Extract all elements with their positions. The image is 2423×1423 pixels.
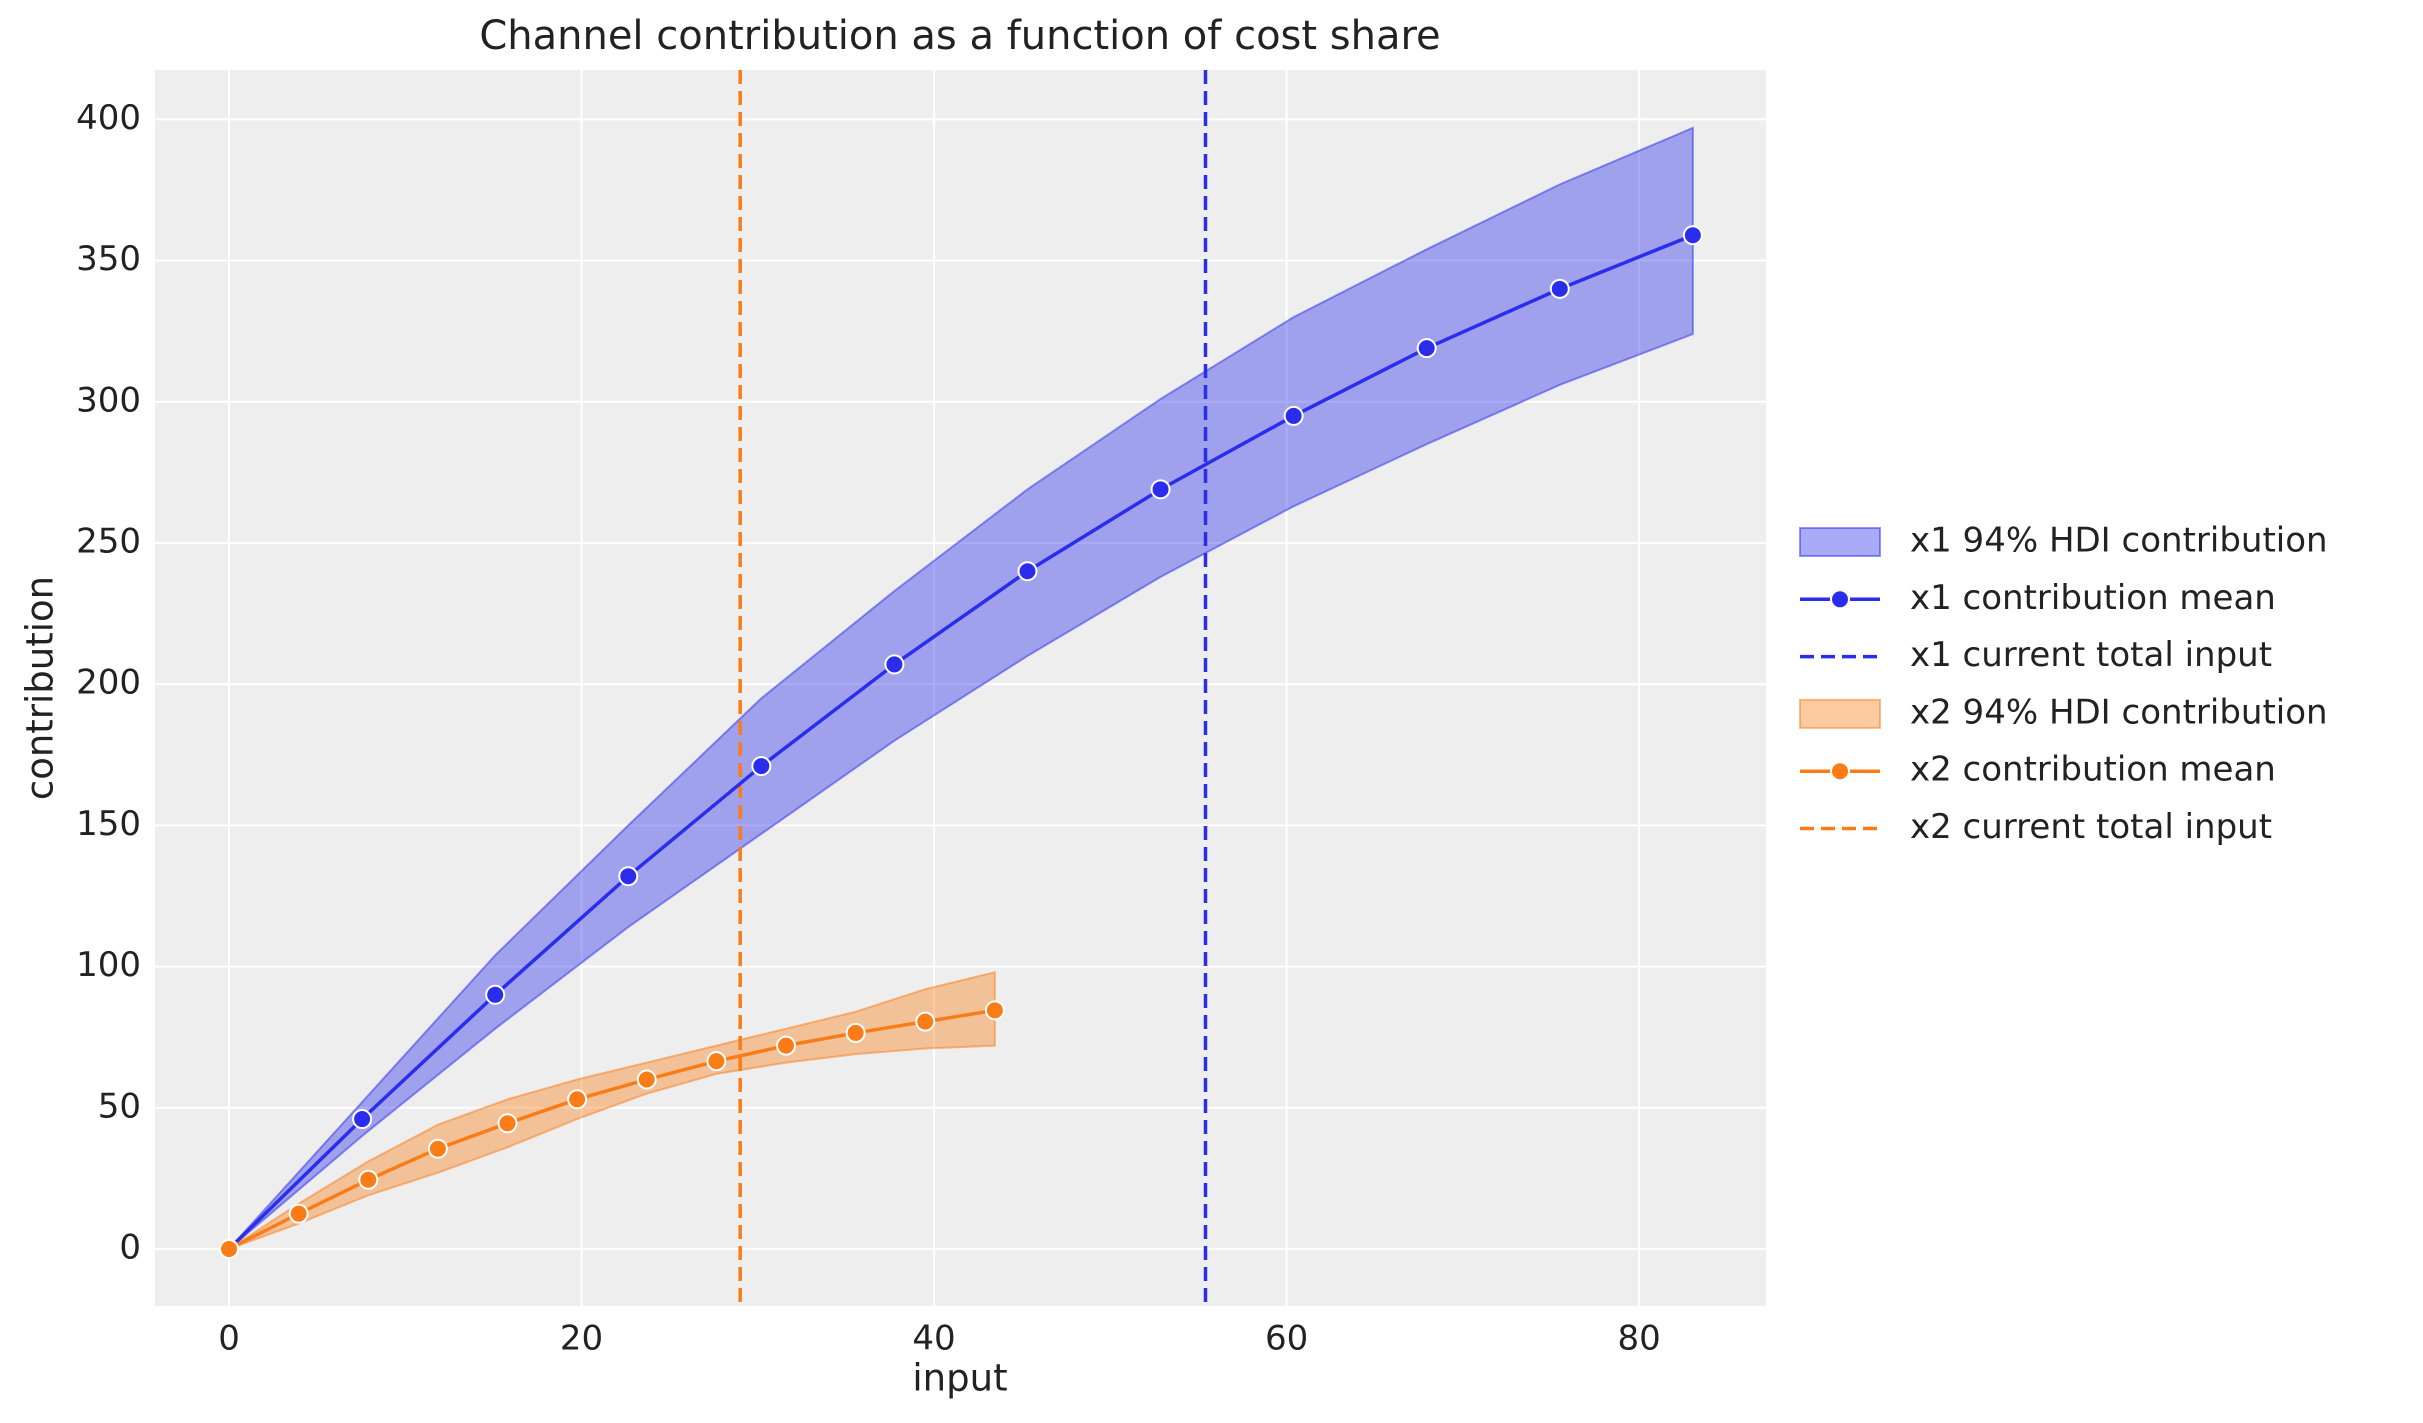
- legend-swatch: [1799, 698, 1881, 729]
- legend-label: x1 current total input: [1910, 635, 2272, 675]
- chart-title: Channel contribution as a function of co…: [479, 13, 1440, 59]
- mean-marker: [1283, 405, 1304, 426]
- x-tick-label: 40: [912, 1319, 955, 1359]
- mean-marker: [1150, 479, 1171, 500]
- mean-marker: [915, 1011, 936, 1032]
- x-tick-label: 20: [560, 1319, 603, 1359]
- y-tick-label: 250: [76, 521, 141, 561]
- mean-marker: [1549, 278, 1570, 299]
- y-tick-label: 100: [76, 945, 141, 985]
- y-tick-label: 350: [76, 239, 141, 279]
- mean-marker: [358, 1169, 379, 1190]
- x-tick-label: 80: [1617, 1319, 1660, 1359]
- x-axis-label: input: [912, 1357, 1007, 1400]
- y-tick-label: 400: [76, 98, 141, 138]
- mean-marker: [1416, 338, 1437, 359]
- legend-label: x2 contribution mean: [1910, 750, 2276, 790]
- mean-marker: [618, 866, 639, 887]
- mean-marker: [219, 1238, 240, 1259]
- y-tick-label: 50: [98, 1086, 141, 1126]
- legend-marker: [1830, 589, 1850, 610]
- mean-marker: [1682, 225, 1703, 246]
- mean-marker: [884, 654, 905, 675]
- mean-marker: [706, 1051, 727, 1072]
- mean-line: [228, 1008, 996, 1251]
- legend-marker: [1830, 761, 1850, 782]
- legend-label: x1 contribution mean: [1910, 578, 2276, 618]
- mean-marker: [288, 1203, 309, 1224]
- legend-label: x2 current total input: [1910, 807, 2272, 847]
- mean-marker: [352, 1109, 373, 1130]
- mean-marker: [485, 984, 506, 1005]
- mean-marker: [1017, 561, 1038, 582]
- y-axis-label: contribution: [19, 576, 62, 800]
- mean-marker: [751, 756, 772, 777]
- mean-marker: [567, 1089, 588, 1110]
- mean-marker: [984, 1000, 1005, 1021]
- plot-background: [155, 70, 1766, 1306]
- x-tick-label: 0: [218, 1319, 240, 1359]
- legend-label: x1 94% HDI contribution: [1910, 521, 2328, 561]
- legend-label: x2 94% HDI contribution: [1910, 692, 2328, 732]
- mean-marker: [636, 1069, 657, 1090]
- mean-marker: [845, 1022, 866, 1043]
- y-tick-label: 0: [119, 1227, 141, 1267]
- mean-marker: [497, 1113, 518, 1134]
- x-tick-label: 60: [1265, 1319, 1308, 1359]
- mean-line: [227, 233, 1694, 1251]
- mean-marker: [427, 1138, 448, 1159]
- y-tick-label: 150: [76, 804, 141, 844]
- y-tick-label: 200: [76, 663, 141, 703]
- mean-marker: [776, 1035, 797, 1056]
- y-tick-label: 300: [76, 380, 141, 420]
- legend-swatch: [1799, 527, 1881, 557]
